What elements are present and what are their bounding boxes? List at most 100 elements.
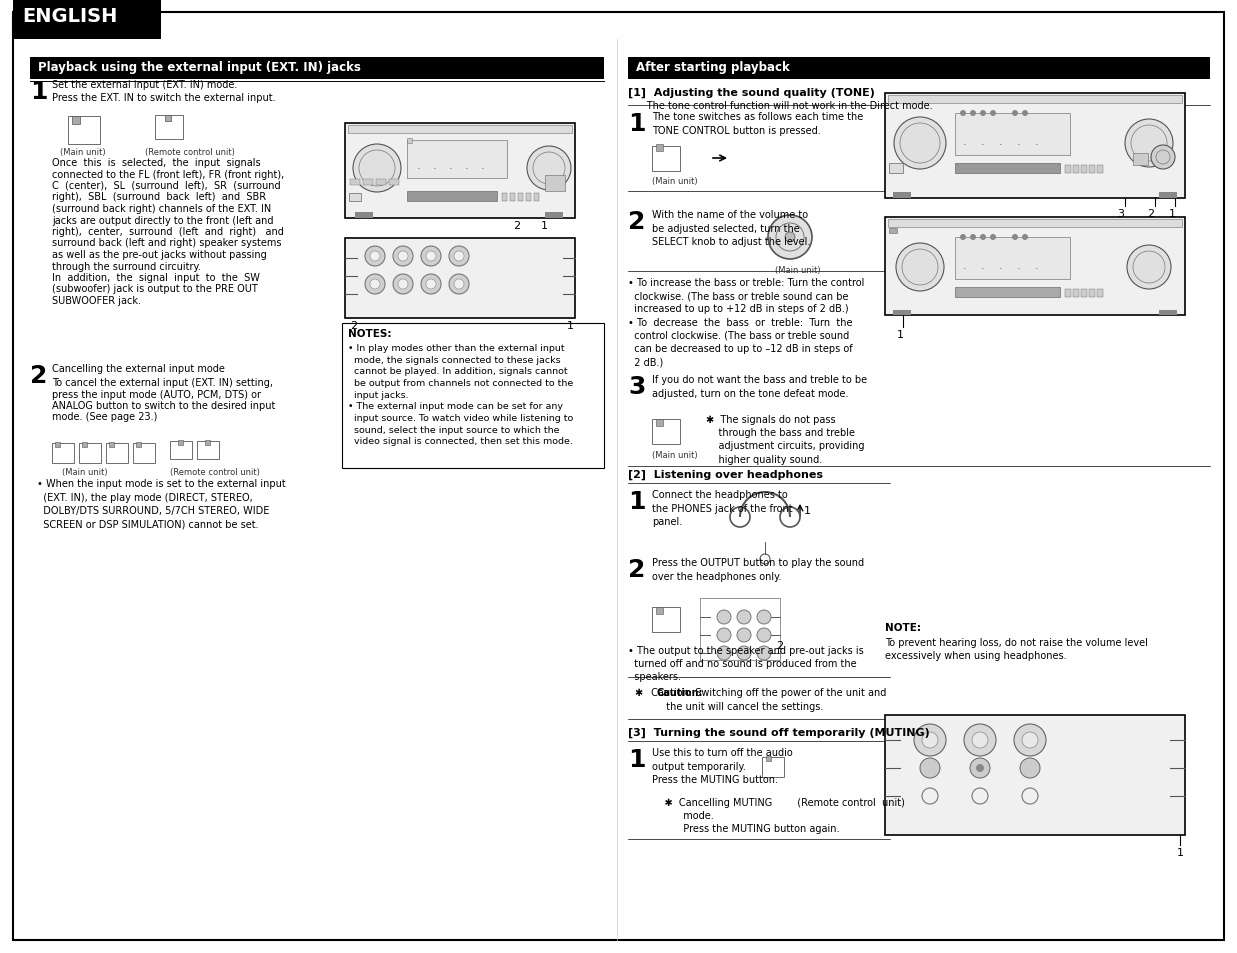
Text: as well as the pre-out jacks without passing: as well as the pre-out jacks without pas… bbox=[52, 250, 267, 260]
Text: • When the input mode is set to the external input
  (EXT. IN), the play mode (D: • When the input mode is set to the exte… bbox=[37, 478, 286, 529]
Text: To cancel the external input (EXT. IN) setting,: To cancel the external input (EXT. IN) s… bbox=[52, 377, 273, 388]
Text: .: . bbox=[962, 261, 966, 271]
Circle shape bbox=[980, 234, 986, 241]
Bar bbox=[349, 193, 361, 202]
Circle shape bbox=[717, 646, 731, 660]
Bar bbox=[510, 193, 515, 202]
Circle shape bbox=[922, 732, 938, 748]
Circle shape bbox=[1127, 246, 1171, 290]
Bar bbox=[652, 607, 680, 633]
Text: • In play modes other than the external input
  mode, the signals connected to t: • In play modes other than the external … bbox=[348, 344, 573, 446]
Bar bbox=[79, 443, 101, 463]
Bar bbox=[106, 443, 127, 463]
Text: [3]  Turning the sound off temporarily (MUTING): [3] Turning the sound off temporarily (M… bbox=[628, 727, 930, 738]
Text: ✱  Cancelling MUTING        (Remote control  unit): ✱ Cancelling MUTING (Remote control unit… bbox=[652, 797, 905, 807]
Circle shape bbox=[737, 646, 751, 660]
Bar bbox=[348, 126, 571, 133]
Text: .: . bbox=[481, 161, 485, 171]
Circle shape bbox=[970, 759, 990, 779]
Text: .: . bbox=[981, 261, 985, 271]
Circle shape bbox=[960, 111, 966, 117]
Text: 1: 1 bbox=[541, 221, 548, 231]
Circle shape bbox=[717, 628, 731, 642]
Text: Use this to turn off the audio
output temporarily.
Press the MUTING button.: Use this to turn off the audio output te… bbox=[652, 747, 793, 784]
Bar bbox=[1097, 290, 1103, 297]
Bar bbox=[888, 220, 1183, 228]
Text: .: . bbox=[981, 137, 985, 147]
Text: 1: 1 bbox=[628, 747, 646, 771]
Bar bbox=[407, 192, 497, 202]
Bar bbox=[407, 141, 507, 179]
Bar bbox=[407, 139, 412, 144]
Text: right),  SBL  (surround  back  left)  and  SBR: right), SBL (surround back left) and SBR bbox=[52, 193, 266, 202]
Bar bbox=[628, 58, 1210, 80]
Bar bbox=[1081, 290, 1087, 297]
Text: ANALOG button to switch to the desired input: ANALOG button to switch to the desired i… bbox=[52, 400, 276, 411]
Bar bbox=[169, 441, 192, 459]
Circle shape bbox=[449, 247, 469, 267]
Bar bbox=[955, 164, 1060, 173]
Bar bbox=[205, 440, 210, 446]
Text: ✱  Caution: Switching off the power of the unit and
          the unit will canc: ✱ Caution: Switching off the power of th… bbox=[635, 687, 887, 711]
Text: 2: 2 bbox=[513, 221, 520, 231]
Circle shape bbox=[737, 628, 751, 642]
Bar bbox=[526, 193, 531, 202]
Text: .: . bbox=[1035, 137, 1039, 147]
Text: To prevent hearing loss, do not raise the volume level
excessively when using he: To prevent hearing loss, do not raise th… bbox=[884, 638, 1148, 660]
Text: ✱  The signals do not pass
    through the bass and treble
    adjustment circui: ✱ The signals do not pass through the ba… bbox=[706, 415, 865, 464]
Bar bbox=[893, 311, 910, 315]
Text: 2: 2 bbox=[1147, 209, 1154, 219]
Circle shape bbox=[421, 274, 442, 294]
Text: connected to the FL (front left), FR (front right),: connected to the FL (front left), FR (fr… bbox=[52, 170, 285, 179]
Bar bbox=[884, 716, 1185, 835]
Text: mode. (See page 23.): mode. (See page 23.) bbox=[52, 412, 157, 422]
Bar bbox=[197, 441, 219, 459]
Bar bbox=[362, 180, 374, 186]
Circle shape bbox=[960, 234, 966, 241]
Text: mode.: mode. bbox=[652, 810, 714, 821]
Bar bbox=[652, 419, 680, 444]
Text: C  (center),  SL  (surround  left),  SR  (surround: C (center), SL (surround left), SR (surr… bbox=[52, 181, 281, 191]
Circle shape bbox=[970, 234, 976, 241]
Bar bbox=[1065, 290, 1071, 297]
Text: Playback using the external input (EXT. IN) jacks: Playback using the external input (EXT. … bbox=[38, 61, 361, 74]
Bar bbox=[518, 193, 523, 202]
Circle shape bbox=[896, 244, 944, 292]
Circle shape bbox=[972, 732, 988, 748]
Bar bbox=[68, 117, 100, 145]
Text: Cancelling the external input mode: Cancelling the external input mode bbox=[52, 364, 225, 374]
Text: 1: 1 bbox=[567, 320, 574, 331]
Circle shape bbox=[370, 252, 380, 262]
Bar bbox=[1089, 290, 1095, 297]
Text: press the input mode (AUTO, PCM, DTS) or: press the input mode (AUTO, PCM, DTS) or bbox=[52, 389, 261, 399]
Bar bbox=[388, 180, 400, 186]
Text: Press the OUTPUT button to play the sound
over the headphones only.: Press the OUTPUT button to play the soun… bbox=[652, 558, 865, 581]
Bar bbox=[656, 419, 663, 427]
Bar bbox=[1097, 166, 1103, 173]
Text: through the surround circuitry.: through the surround circuitry. bbox=[52, 261, 200, 272]
Bar bbox=[155, 116, 183, 140]
Bar bbox=[652, 147, 680, 172]
Circle shape bbox=[365, 274, 385, 294]
Text: If you do not want the bass and treble to be
adjusted, turn on the tone defeat m: If you do not want the bass and treble t… bbox=[652, 375, 867, 398]
Text: • The output to the speaker and pre-out jacks is
  turned off and no sound is pr: • The output to the speaker and pre-out … bbox=[628, 645, 863, 681]
Text: .: . bbox=[449, 161, 453, 171]
Bar bbox=[134, 443, 155, 463]
Text: .: . bbox=[1017, 261, 1021, 271]
Circle shape bbox=[717, 610, 731, 624]
Bar bbox=[178, 440, 183, 446]
Circle shape bbox=[393, 247, 413, 267]
Circle shape bbox=[964, 724, 996, 757]
Text: NOTES:: NOTES: bbox=[348, 329, 391, 338]
Bar bbox=[656, 145, 663, 152]
Circle shape bbox=[393, 274, 413, 294]
Text: right),  center,  surround  (left  and  right)   and: right), center, surround (left and right… bbox=[52, 227, 283, 236]
Bar bbox=[345, 124, 575, 219]
Bar bbox=[82, 442, 87, 448]
Bar bbox=[888, 96, 1183, 104]
Text: (Main unit): (Main unit) bbox=[652, 177, 698, 186]
Text: 1: 1 bbox=[1169, 209, 1176, 219]
Text: (Main unit): (Main unit) bbox=[652, 451, 698, 459]
Circle shape bbox=[1022, 111, 1028, 117]
Bar bbox=[955, 237, 1070, 280]
